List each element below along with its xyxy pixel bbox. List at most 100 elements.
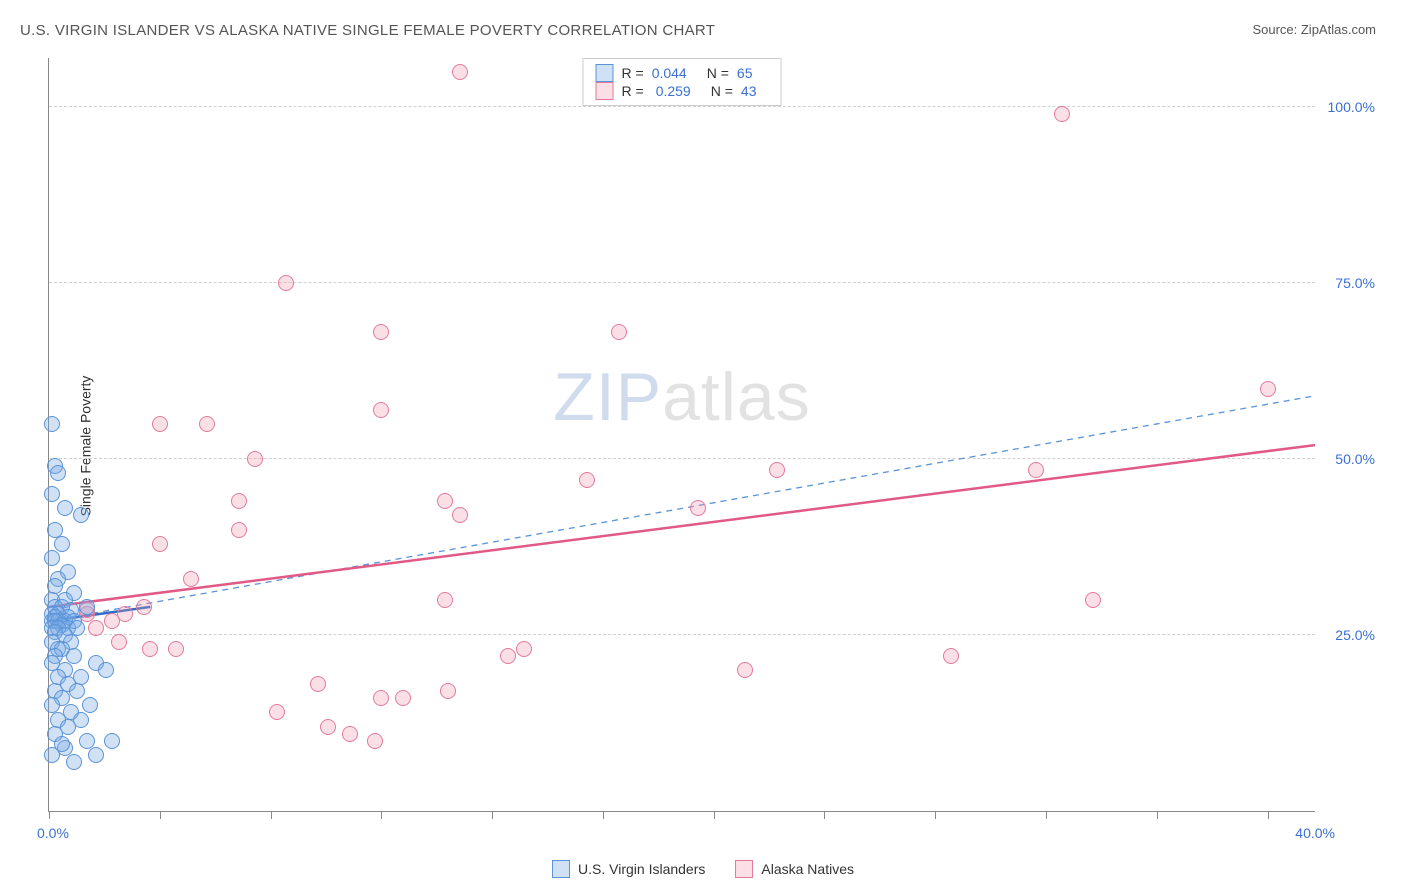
- scatter-point: [1028, 462, 1044, 478]
- r-value-1: 0.044: [652, 65, 687, 81]
- series-legend: U.S. Virgin Islanders Alaska Natives: [552, 860, 854, 878]
- scatter-point: [231, 522, 247, 538]
- chart-title: U.S. VIRGIN ISLANDER VS ALASKA NATIVE SI…: [20, 22, 715, 39]
- stats-row-2: R = 0.259 N = 43: [596, 82, 769, 100]
- n-label: N =: [707, 65, 729, 81]
- scatter-point: [247, 451, 263, 467]
- scatter-point: [500, 648, 516, 664]
- scatter-point: [152, 536, 168, 552]
- swatch-series-1: [596, 64, 614, 82]
- r-label: R =: [622, 65, 644, 81]
- scatter-point: [452, 507, 468, 523]
- watermark: ZIPatlas: [553, 358, 810, 436]
- scatter-point: [690, 500, 706, 516]
- watermark-zip: ZIP: [553, 359, 662, 435]
- y-tick-label: 100.0%: [1328, 99, 1375, 115]
- scatter-point: [142, 641, 158, 657]
- swatch-series-1: [552, 860, 570, 878]
- x-tick: [1046, 811, 1047, 819]
- scatter-point: [437, 493, 453, 509]
- x-tick: [271, 811, 272, 819]
- scatter-point: [1054, 106, 1070, 122]
- scatter-point: [769, 462, 785, 478]
- x-tick: [603, 811, 604, 819]
- grid-line: [49, 634, 1315, 635]
- y-tick-label: 25.0%: [1335, 627, 1375, 643]
- legend-label-2: Alaska Natives: [761, 861, 854, 877]
- scatter-point: [342, 726, 358, 742]
- x-tick: [160, 811, 161, 819]
- scatter-point: [579, 472, 595, 488]
- scatter-point: [152, 416, 168, 432]
- legend-item-1: U.S. Virgin Islanders: [552, 860, 705, 878]
- scatter-point: [373, 690, 389, 706]
- scatter-point: [88, 620, 104, 636]
- x-tick-label-min: 0.0%: [37, 825, 69, 841]
- scatter-point: [320, 719, 336, 735]
- swatch-series-2: [596, 82, 614, 100]
- x-tick: [492, 811, 493, 819]
- scatter-point: [437, 592, 453, 608]
- r-label: R =: [622, 83, 644, 99]
- y-tick-label: 75.0%: [1335, 275, 1375, 291]
- scatter-point: [1260, 381, 1276, 397]
- stats-legend: R = 0.044 N = 65 R = 0.259 N = 43: [583, 58, 782, 106]
- scatter-point: [373, 402, 389, 418]
- scatter-point: [50, 465, 66, 481]
- scatter-point: [60, 719, 76, 735]
- scatter-point: [111, 634, 127, 650]
- scatter-point: [231, 493, 247, 509]
- scatter-point: [183, 571, 199, 587]
- scatter-point: [278, 275, 294, 291]
- x-tick: [1157, 811, 1158, 819]
- scatter-point: [104, 613, 120, 629]
- y-tick-label: 50.0%: [1335, 451, 1375, 467]
- scatter-point: [44, 416, 60, 432]
- grid-line: [49, 282, 1315, 283]
- scatter-point: [79, 733, 95, 749]
- scatter-point: [104, 733, 120, 749]
- scatter-point: [88, 747, 104, 763]
- scatter-point: [452, 64, 468, 80]
- swatch-series-2: [735, 860, 753, 878]
- scatter-point: [136, 599, 152, 615]
- scatter-point: [168, 641, 184, 657]
- x-tick: [1268, 811, 1269, 819]
- scatter-point: [69, 683, 85, 699]
- x-tick: [935, 811, 936, 819]
- scatter-plot-area: ZIPatlas R = 0.044 N = 65 R = 0.259 N = …: [48, 58, 1315, 812]
- scatter-point: [44, 486, 60, 502]
- scatter-point: [44, 550, 60, 566]
- grid-line: [49, 106, 1315, 107]
- n-value-2: 43: [741, 83, 757, 99]
- scatter-point: [98, 662, 114, 678]
- scatter-point: [737, 662, 753, 678]
- legend-label-1: U.S. Virgin Islanders: [578, 861, 705, 877]
- scatter-point: [367, 733, 383, 749]
- scatter-point: [73, 507, 89, 523]
- scatter-point: [66, 754, 82, 770]
- stats-row-1: R = 0.044 N = 65: [596, 64, 769, 82]
- scatter-point: [79, 599, 95, 615]
- scatter-point: [611, 324, 627, 340]
- scatter-point: [395, 690, 411, 706]
- scatter-point: [943, 648, 959, 664]
- scatter-point: [54, 536, 70, 552]
- scatter-point: [66, 648, 82, 664]
- scatter-point: [269, 704, 285, 720]
- x-tick: [49, 811, 50, 819]
- scatter-point: [82, 697, 98, 713]
- scatter-point: [373, 324, 389, 340]
- watermark-atlas: atlas: [662, 359, 811, 435]
- n-value-1: 65: [737, 65, 753, 81]
- scatter-point: [516, 641, 532, 657]
- r-value-2: 0.259: [656, 83, 691, 99]
- scatter-point: [310, 676, 326, 692]
- source-attribution: Source: ZipAtlas.com: [1252, 22, 1376, 37]
- scatter-point: [440, 683, 456, 699]
- x-tick-label-max: 40.0%: [1295, 825, 1335, 841]
- trend-lines: [49, 58, 1315, 811]
- scatter-point: [199, 416, 215, 432]
- n-label: N =: [711, 83, 733, 99]
- scatter-point: [1085, 592, 1101, 608]
